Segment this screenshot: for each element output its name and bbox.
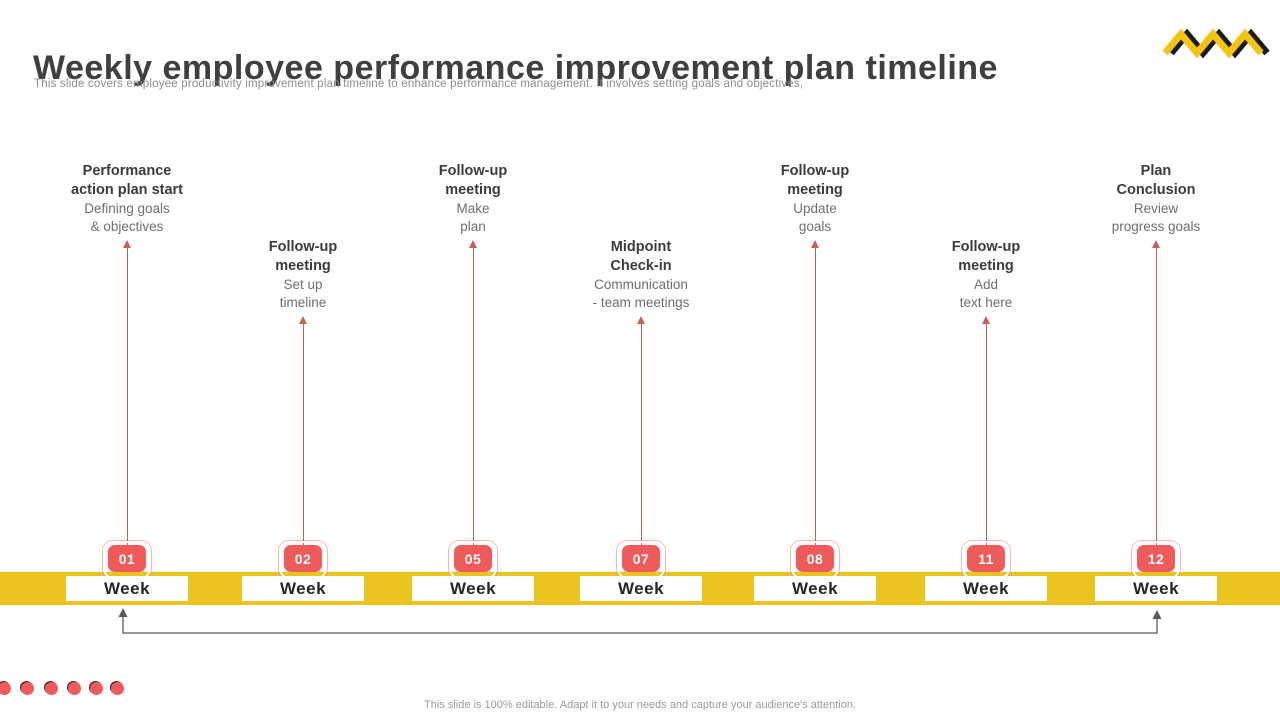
- milestone-description: Review progress goals: [1111, 201, 1201, 234]
- week-label: Week: [412, 576, 534, 601]
- week-label: Week: [580, 576, 702, 601]
- milestone-description: Update goals: [793, 201, 837, 234]
- milestone-description: Communication - team meetings: [592, 277, 690, 310]
- up-arrow-icon: [298, 316, 308, 545]
- up-arrow-icon: [122, 240, 132, 545]
- week-number-badge: 11: [962, 541, 1010, 579]
- week-number: 01: [108, 545, 146, 572]
- up-arrow-icon: [981, 316, 991, 545]
- week-number: 02: [284, 545, 322, 572]
- week-number: 11: [967, 545, 1005, 572]
- up-arrow-icon: [810, 240, 820, 545]
- milestone-title: Follow-up meeting: [438, 163, 508, 198]
- week-number: 05: [454, 545, 492, 572]
- footer-note: This slide is 100% editable. Adapt it to…: [424, 699, 856, 711]
- week-number-badge: 12: [1132, 541, 1180, 579]
- milestone-column: Midpoint Check-in Communication - team m…: [561, 162, 721, 545]
- decor-dot: [88, 680, 103, 695]
- milestone-column: Follow-up meeting Update goals: [735, 162, 895, 545]
- decor-dot: [19, 680, 34, 695]
- up-arrow-icon: [636, 316, 646, 545]
- milestone-title: Follow-up meeting: [780, 163, 850, 198]
- week-label: Week: [242, 576, 364, 601]
- milestone-title: Performance action plan start: [71, 163, 183, 198]
- milestone-title: Midpoint Check-in: [610, 239, 672, 274]
- milestone-title: Plan Conclusion: [1116, 163, 1196, 198]
- milestone-column: Plan Conclusion Review progress goals: [1076, 162, 1236, 545]
- milestone-column: Performance action plan start Defining g…: [47, 162, 207, 545]
- milestone-column: Follow-up meeting Add text here: [906, 162, 1066, 545]
- week-label: Week: [1095, 576, 1217, 601]
- decor-dot: [66, 680, 81, 695]
- milestone-description: Make plan: [456, 201, 490, 234]
- milestone-description: Set up timeline: [279, 277, 327, 310]
- week-number-badge: 02: [279, 541, 327, 579]
- week-label: Week: [925, 576, 1047, 601]
- week-number-badge: 05: [449, 541, 497, 579]
- timeline-span-arrow: [118, 608, 1162, 634]
- milestone-description: Add text here: [959, 277, 1013, 310]
- zigzag-logo-icon: [1163, 28, 1270, 58]
- up-arrow-icon: [468, 240, 478, 545]
- milestone-description: Defining goals & objectives: [84, 201, 170, 234]
- page-title: Weekly employee performance improvement …: [33, 48, 998, 87]
- milestone-title: Follow-up meeting: [268, 239, 338, 274]
- milestone-column: Follow-up meeting Make plan: [393, 162, 553, 545]
- week-number: 12: [1137, 545, 1175, 572]
- decor-dot: [43, 680, 58, 695]
- week-label: Week: [754, 576, 876, 601]
- week-number-badge: 01: [103, 541, 151, 579]
- decor-dot: [109, 680, 124, 695]
- milestone-column: Follow-up meeting Set up timeline: [223, 162, 383, 545]
- week-number: 07: [622, 545, 660, 572]
- week-number-badge: 07: [617, 541, 665, 579]
- slide-subtitle: This slide covers employee productivity …: [34, 78, 804, 90]
- milestone-title: Follow-up meeting: [951, 239, 1021, 274]
- week-label: Week: [66, 576, 188, 601]
- decor-dot: [0, 680, 11, 695]
- week-number: 08: [796, 545, 834, 572]
- up-arrow-icon: [1151, 240, 1161, 545]
- week-number-badge: 08: [791, 541, 839, 579]
